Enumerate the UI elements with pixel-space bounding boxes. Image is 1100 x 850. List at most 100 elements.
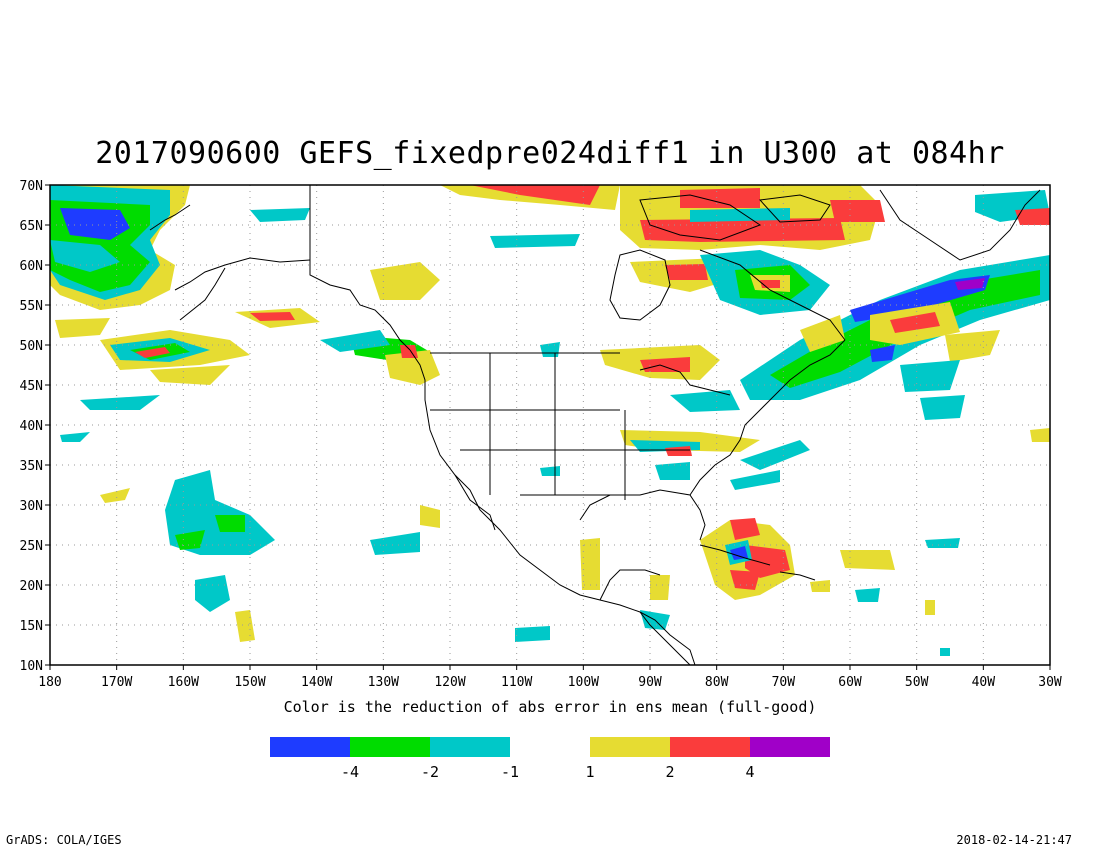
field-patch [370,262,440,300]
field-patch [55,318,110,338]
field-patch [745,545,790,578]
field-patch [730,546,748,560]
field-patch [515,626,550,642]
colorbar-swatch [670,737,750,757]
field-patch [540,466,560,476]
field-patch [100,488,130,503]
y-tick-label: 25N [20,539,43,554]
y-tick-label: 50N [20,339,43,354]
field-patch [870,345,895,362]
field-patch [1030,428,1050,442]
field-patch [250,208,310,222]
y-tick-label: 65N [20,219,43,234]
y-axis-ticks: 10N 15N 20N 25N 30N 35N 40N 45N 50N 55N 60N 65N 70N [20,179,50,674]
y-tick-label: 35N [20,459,43,474]
field-patch [730,470,780,490]
field-patch [60,208,130,240]
colorbar-label: 2 [665,763,674,781]
field-patch [195,575,230,612]
field-patch [370,532,420,555]
colorbar-swatch [750,737,830,757]
field-patch [250,312,295,321]
field-patch [840,550,895,570]
colorbar: -4 -2 -1 1 2 4 [270,737,830,781]
field-patch [940,648,950,656]
x-tick-label: 100W [568,675,599,690]
y-tick-label: 45N [20,379,43,394]
x-tick-label: 160W [168,675,199,690]
map-caption: Color is the reduction of abs error in e… [283,698,817,716]
colorbar-label: -1 [501,763,519,781]
field-patch [850,275,990,322]
chart-title: 2017090600 GEFS_fixedpre024diff1 in U300… [95,136,1005,171]
field-patch [670,390,740,412]
field-patch [400,345,418,358]
x-tick-label: 130W [368,675,399,690]
field-patch [690,208,790,222]
y-tick-label: 55N [20,299,43,314]
y-tick-label: 30N [20,499,43,514]
x-tick-label: 140W [301,675,332,690]
field-patch [150,365,230,385]
field-patch [925,538,960,548]
field-patch [900,360,960,392]
field-patch [320,330,390,352]
field-patch [385,350,440,385]
field-patch [470,185,600,205]
shaded-fields [50,185,1050,656]
colorbar-label: -4 [341,763,359,781]
field-patch [135,347,170,358]
x-tick-label: 110W [501,675,532,690]
field-patch [665,264,708,280]
lat-lon-grid [50,185,1050,665]
field-patch [650,575,670,600]
y-tick-label: 60N [20,259,43,274]
field-patch [640,218,845,242]
field-patch [60,432,90,442]
field-patch [640,357,690,372]
field-patch [490,234,580,248]
field-patch [955,278,985,290]
y-tick-label: 20N [20,579,43,594]
x-axis-ticks: 180 170W 160W 150W 140W 130W 120W 110W 100W 90W 80… [38,665,1062,690]
field-patch [920,395,965,420]
colorbar-swatch [270,737,350,757]
y-tick-label: 10N [20,659,43,674]
x-tick-label: 170W [101,675,132,690]
colorbar-swatch [350,737,430,757]
colorbar-label: 1 [585,763,594,781]
field-patch [740,440,810,470]
field-patch [655,462,690,480]
field-patch [890,312,940,333]
colorbar-swatch [590,737,670,757]
x-tick-label: 80W [705,675,729,690]
colorbar-label: -2 [421,763,439,781]
y-tick-label: 15N [20,619,43,634]
field-patch [680,188,760,208]
footer-timestamp: 2018-02-14-21:47 [956,833,1072,847]
y-tick-label: 40N [20,419,43,434]
field-patch [855,588,880,602]
field-patch [540,342,560,357]
x-tick-label: 70W [772,675,796,690]
colorbar-swatch [430,737,510,757]
x-tick-label: 150W [234,675,265,690]
field-patch [830,200,885,222]
footer-software: GrADS: COLA/IGES [6,833,122,847]
field-patch [235,610,255,642]
field-patch [215,515,245,532]
field-patch [665,446,692,456]
x-tick-label: 60W [838,675,862,690]
field-patch [580,538,600,590]
field-patch [80,395,160,410]
x-tick-label: 120W [434,675,465,690]
field-patch [810,580,830,592]
x-tick-label: 50W [905,675,929,690]
y-tick-label: 70N [20,179,43,194]
field-patch [945,330,1000,362]
coastlines [149,185,1041,665]
field-patch [925,600,935,615]
field-patch [420,505,440,528]
field-patch [50,240,120,272]
x-tick-label: 40W [972,675,996,690]
